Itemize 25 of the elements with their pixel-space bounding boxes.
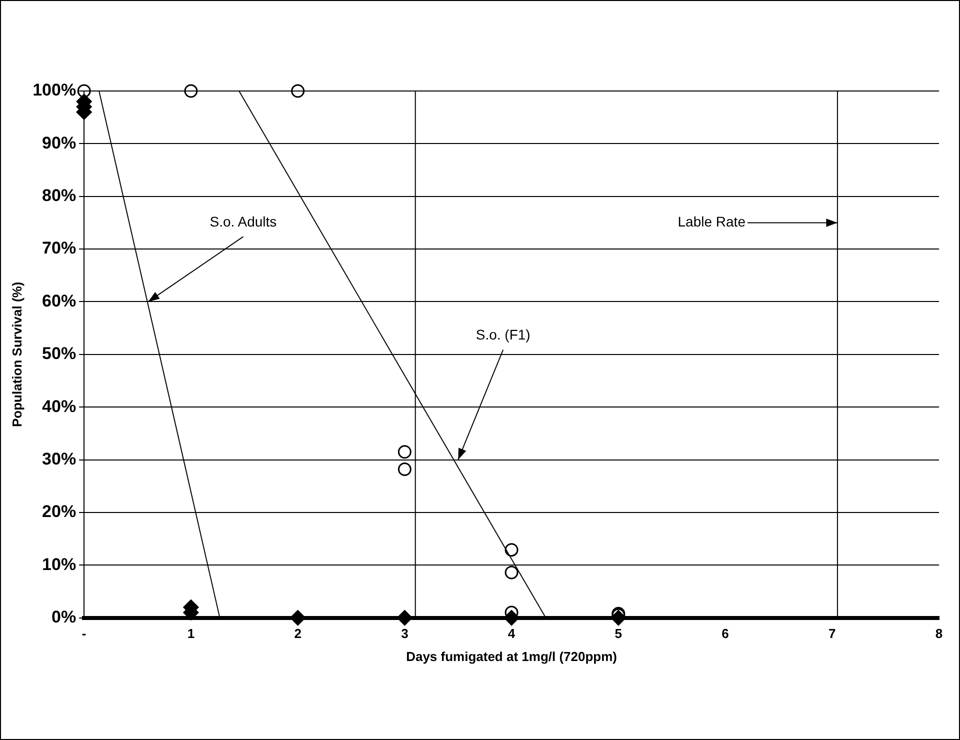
annotation: Lable Rate	[678, 214, 746, 230]
y-tick-label: 40%	[42, 396, 76, 416]
y-tick-label: 30%	[42, 449, 76, 468]
y-tick-label: 80%	[42, 186, 76, 206]
x-tick-label: -	[82, 626, 86, 642]
x-tick-label: 2	[294, 626, 302, 642]
y-axis-title: Population Survival (%)	[9, 282, 24, 427]
annotation: S.o. Adults	[210, 214, 277, 230]
x-tick-label: 3	[401, 626, 408, 642]
annotation: S.o. (F1)	[476, 326, 530, 343]
x-tick-label: 6	[722, 626, 729, 642]
x-tick-label: 8	[935, 626, 943, 642]
x-axis-title: Days fumigated at 1mg/l (720ppm)	[406, 648, 618, 664]
x-tick-label: 5	[614, 626, 622, 642]
x-tick-label: 4	[508, 626, 516, 642]
y-tick-label: 100%	[32, 80, 76, 100]
x-tick-label: 1	[187, 626, 195, 642]
x-tick-label: 7	[828, 626, 836, 642]
y-tick-label: 20%	[42, 502, 76, 522]
y-tick-label: 10%	[42, 554, 76, 574]
y-tick-label: 50%	[42, 344, 76, 364]
y-tick-label: 0%	[52, 607, 76, 626]
y-tick-label: 60%	[42, 291, 76, 310]
y-tick-label: 90%	[42, 133, 76, 152]
y-tick-label: 70%	[42, 238, 76, 258]
